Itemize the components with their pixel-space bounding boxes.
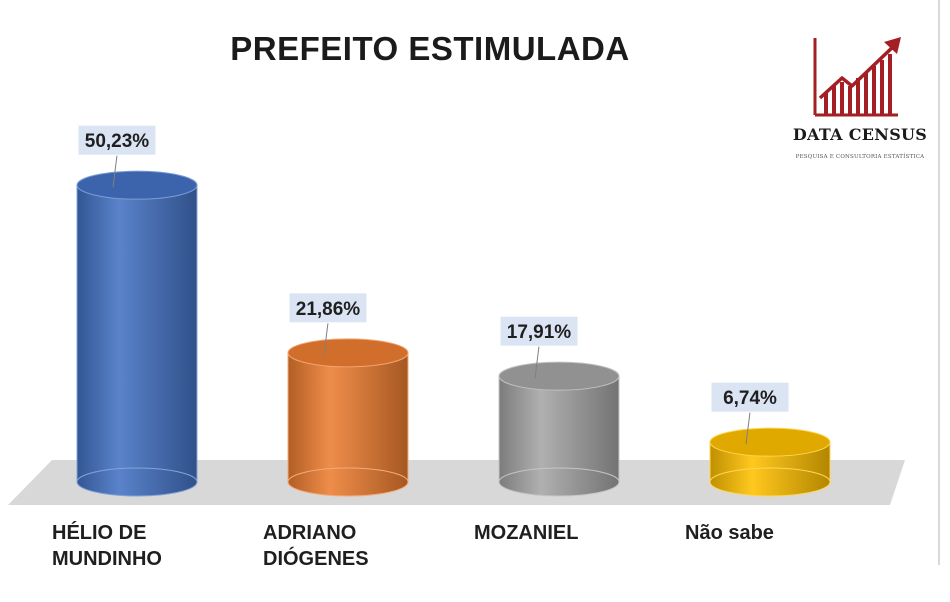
data-census-logo: DATA CENSUS PESQUISA E CONSULTORIA ESTAT… bbox=[780, 30, 940, 170]
logo-name: DATA CENSUS bbox=[792, 125, 928, 144]
data-label-leader bbox=[745, 412, 751, 445]
category-label: Não sabe bbox=[685, 522, 774, 544]
bar-2 bbox=[498, 361, 620, 497]
chart-floor bbox=[8, 460, 905, 505]
data-label-box bbox=[710, 381, 790, 413]
bar-body bbox=[287, 352, 409, 497]
bar-top bbox=[76, 170, 198, 200]
category-label: MOZANIEL bbox=[474, 522, 579, 544]
chart-title: PREFEITO ESTIMULADA bbox=[230, 30, 630, 67]
bars-group bbox=[76, 170, 831, 497]
data-label-leader bbox=[323, 322, 329, 355]
bar-top bbox=[498, 361, 620, 391]
bar-1 bbox=[287, 338, 409, 497]
data-label: 17,91% bbox=[507, 322, 572, 343]
data-label: 21,86% bbox=[296, 299, 361, 320]
bar-body bbox=[498, 375, 620, 497]
data-label-box bbox=[77, 124, 157, 156]
bar-body bbox=[76, 184, 198, 497]
data-label: 6,74% bbox=[723, 388, 777, 409]
bar-top bbox=[287, 338, 409, 368]
data-label: 50,23% bbox=[85, 131, 150, 152]
bar-base-rim bbox=[498, 467, 620, 483]
frame-edge bbox=[938, 0, 940, 565]
bar-0 bbox=[76, 170, 198, 497]
category-axis: HÉLIO DE MUNDINHO ADRIANO DIÓGENES MOZANIE… bbox=[0, 515, 950, 567]
bar-base-rim bbox=[709, 467, 831, 483]
bar-base-rim bbox=[76, 467, 198, 483]
data-label-box bbox=[499, 315, 579, 347]
data-label-box bbox=[288, 292, 368, 324]
data-label-leader bbox=[534, 346, 540, 379]
bar-body bbox=[709, 441, 831, 497]
logo-tagline: PESQUISA E CONSULTORIA ESTATÍSTICA bbox=[795, 154, 925, 160]
chart-plot: 50,23% 21,86% 17,91% 6,74% bbox=[8, 124, 905, 505]
floor-plane bbox=[8, 460, 905, 505]
data-labels-group: 50,23% 21,86% 17,91% 6,74% bbox=[77, 124, 790, 445]
category-label: ADRIANO DIÓGENES bbox=[263, 522, 369, 567]
category-label: HÉLIO DE MUNDINHO bbox=[52, 522, 162, 567]
bar-base-rim bbox=[287, 467, 409, 483]
bar-top bbox=[709, 427, 831, 457]
bar-3 bbox=[709, 427, 831, 497]
bar-growth-logo-icon bbox=[813, 37, 901, 117]
data-label-leader bbox=[112, 155, 118, 188]
